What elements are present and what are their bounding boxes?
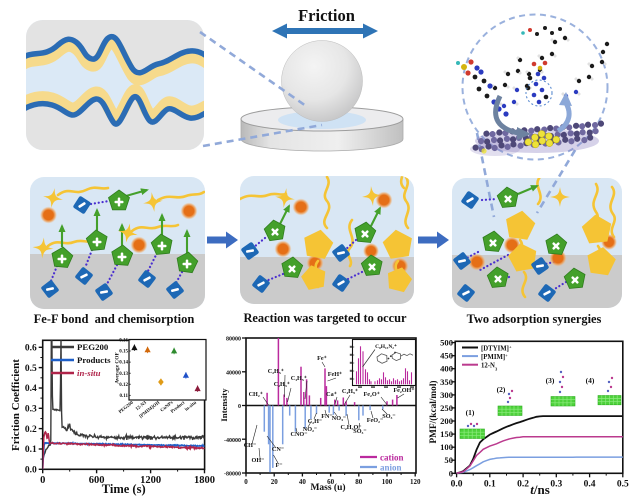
svg-text:-80000: -80000 <box>224 472 241 478</box>
svg-text:NO₂⁻: NO₂⁻ <box>303 426 317 433</box>
svg-text:NO₃⁻: NO₃⁻ <box>332 415 346 422</box>
svg-text:(4): (4) <box>586 376 595 385</box>
svg-text:[PMIM]+: [PMIM]+ <box>481 352 508 361</box>
svg-text:50: 50 <box>444 455 453 465</box>
svg-text:SO₃⁻: SO₃⁻ <box>353 428 366 435</box>
svg-text:0.11: 0.11 <box>120 394 129 399</box>
svg-text:Intensity: Intensity <box>219 388 229 422</box>
svg-text:Fe-F bond and chemisorption: Fe-F bond and chemisorption <box>34 312 195 326</box>
svg-text:0: 0 <box>449 468 453 478</box>
svg-text:CN⁻: CN⁻ <box>272 446 284 453</box>
svg-text:40000: 40000 <box>226 370 241 376</box>
svg-text:120: 120 <box>410 478 421 486</box>
svg-text:C₄H₉⁺: C₄H₉⁺ <box>342 388 358 395</box>
svg-text:80000: 80000 <box>226 337 241 343</box>
svg-text:C₂H⁻: C₂H⁻ <box>308 418 322 425</box>
svg-text:0: 0 <box>238 404 241 410</box>
svg-text:0.5: 0.5 <box>617 479 629 489</box>
svg-text:40: 40 <box>299 478 307 486</box>
svg-text:0.3: 0.3 <box>25 405 37 415</box>
svg-text:300: 300 <box>440 390 453 400</box>
svg-text:0.5: 0.5 <box>25 364 37 374</box>
svg-text:0.3: 0.3 <box>550 479 562 489</box>
svg-text:12-N3: 12-N3 <box>135 400 148 412</box>
svg-text:CH₂⁺: CH₂⁺ <box>249 391 263 398</box>
svg-text:0: 0 <box>244 478 248 486</box>
svg-text:FeH⁺: FeH⁺ <box>328 371 343 378</box>
svg-text:0.16: 0.16 <box>119 339 128 344</box>
svg-text:200: 200 <box>440 416 453 426</box>
svg-text:(1): (1) <box>466 408 475 417</box>
svg-text:0.2: 0.2 <box>25 425 37 435</box>
svg-text:80: 80 <box>355 478 363 486</box>
svg-text:PEG200: PEG200 <box>77 342 109 352</box>
svg-text:Friction Coefficient: Friction Coefficient <box>10 359 22 451</box>
svg-text:400: 400 <box>440 364 453 374</box>
svg-text:FN⁻: FN⁻ <box>321 413 333 420</box>
svg-text:450: 450 <box>440 351 453 361</box>
svg-text:0: 0 <box>40 475 45 486</box>
svg-text:PMF/(kcal/mol): PMF/(kcal/mol) <box>428 381 439 444</box>
svg-text:anion: anion <box>380 463 402 473</box>
svg-text:C₂H₃⁺: C₂H₃⁺ <box>274 381 290 388</box>
svg-text:Average COF: Average COF <box>115 352 121 384</box>
svg-text:Fe⁺: Fe⁺ <box>317 355 327 362</box>
svg-text:cation: cation <box>380 453 404 463</box>
svg-text:Fe₂OH⁺: Fe₂OH⁺ <box>393 387 414 394</box>
svg-text:60: 60 <box>327 478 335 486</box>
svg-text:0.15: 0.15 <box>119 350 128 355</box>
svg-text:t/ns: t/ns <box>530 482 550 497</box>
svg-text:12-N3: 12-N3 <box>481 363 498 372</box>
svg-text:500: 500 <box>440 338 453 348</box>
svg-text:0.0: 0.0 <box>25 466 37 476</box>
svg-text:(2): (2) <box>497 385 506 394</box>
svg-text:CNO⁻: CNO⁻ <box>290 431 307 438</box>
svg-text:0.6: 0.6 <box>25 344 37 354</box>
svg-text:SO₃⁻: SO₃⁻ <box>382 413 395 420</box>
svg-text:C₃H₅⁺: C₃H₅⁺ <box>291 375 307 382</box>
svg-text:1200: 1200 <box>140 475 161 486</box>
svg-text:0.2: 0.2 <box>517 479 529 489</box>
svg-text:F⁻: F⁻ <box>275 462 282 469</box>
svg-text:0.4: 0.4 <box>25 384 37 394</box>
svg-text:Fe₂O⁺: Fe₂O⁺ <box>364 391 380 398</box>
svg-text:C₈H₁₅N₂⁺: C₈H₁₅N₂⁺ <box>375 343 397 350</box>
svg-text:0.13: 0.13 <box>119 372 128 377</box>
svg-text:-40000: -40000 <box>224 438 241 444</box>
svg-text:0.4: 0.4 <box>584 479 596 489</box>
svg-text:Products: Products <box>77 355 111 365</box>
svg-text:0.1: 0.1 <box>25 445 37 455</box>
svg-text:250: 250 <box>440 403 453 413</box>
svg-text:Two adsorption synergies: Two adsorption synergies <box>467 312 602 326</box>
svg-text:150: 150 <box>440 429 453 439</box>
svg-text:Mass (u): Mass (u) <box>310 482 345 493</box>
svg-text:0.0: 0.0 <box>451 479 463 489</box>
svg-text:in-situ: in-situ <box>77 368 101 378</box>
svg-text:100: 100 <box>440 442 453 452</box>
svg-text:[DTYIM]+: [DTYIM]+ <box>481 344 512 353</box>
svg-text:600: 600 <box>89 475 105 486</box>
svg-text:C₂H₅⁺: C₂H₅⁺ <box>268 368 284 375</box>
svg-text:0.14: 0.14 <box>119 361 128 366</box>
svg-text:CH⁻: CH⁻ <box>244 442 257 449</box>
svg-text:1800: 1800 <box>194 475 215 486</box>
svg-text:FeO₂⁻: FeO₂⁻ <box>367 417 383 424</box>
svg-text:C₂H₃O⁻: C₂H₃O⁻ <box>340 424 361 431</box>
svg-text:20: 20 <box>271 478 279 486</box>
svg-text:Ca⁺: Ca⁺ <box>326 391 337 398</box>
svg-text:Friction: Friction <box>298 6 355 25</box>
svg-text:100: 100 <box>382 478 393 486</box>
svg-text:0.12: 0.12 <box>119 383 128 388</box>
svg-text:0.1: 0.1 <box>484 479 496 489</box>
svg-text:(3): (3) <box>546 376 555 385</box>
svg-text:OH⁻: OH⁻ <box>252 457 265 464</box>
svg-text:Time (s): Time (s) <box>102 482 146 496</box>
svg-text:350: 350 <box>440 377 453 387</box>
svg-text:Reaction was targeted to occur: Reaction was targeted to occur <box>243 311 407 325</box>
